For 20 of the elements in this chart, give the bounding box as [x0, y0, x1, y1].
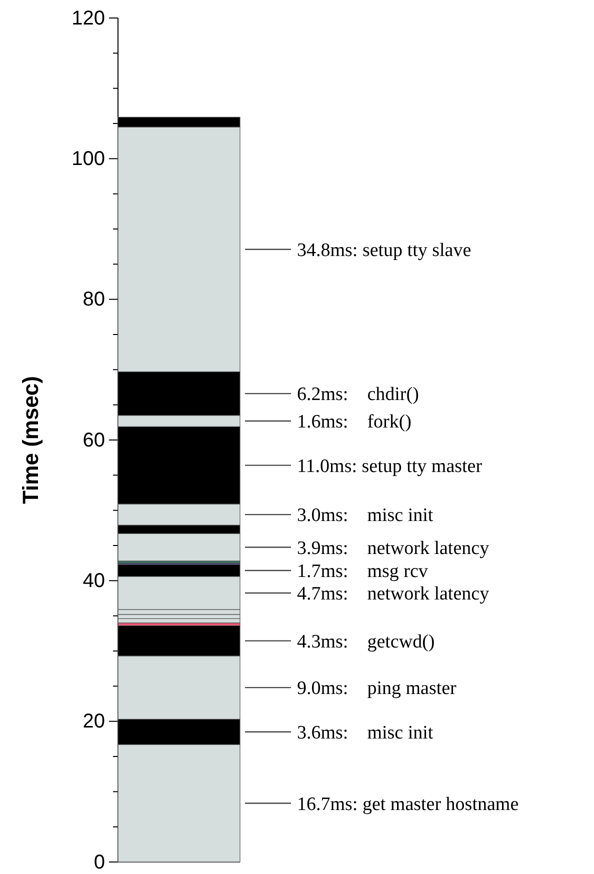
y-axis-title: Time (msec) [18, 376, 43, 504]
text: 3.0ms: misc init [297, 505, 434, 526]
text: 9.0ms: ping master [297, 678, 456, 700]
y-tick-label: 100 [72, 148, 105, 170]
y-tick-label: 0 [94, 851, 105, 874]
text: 34.8ms: setup tty slave [297, 240, 472, 262]
y-tick-label: 20 [82, 710, 105, 733]
y-tick-label: 120 [72, 7, 105, 30]
y-tick-label: 40 [82, 570, 105, 592]
y-tick-label: 60 [82, 429, 105, 452]
text: 1.6ms: fork() [297, 412, 412, 433]
text: 4.3ms: getcwd() [297, 631, 435, 652]
y-tick-label: 80 [82, 288, 105, 311]
text: 3.9ms: network latency [297, 538, 490, 559]
text: 4.7ms: network latency [297, 584, 490, 605]
text: 1.7ms: msg rcv [297, 561, 428, 582]
text: 6.2ms: chdir() [297, 384, 419, 406]
text: 16.7ms: get master hostname [297, 794, 519, 815]
text: 3.6ms: misc init [297, 722, 434, 744]
text: 11.0ms: setup tty master [297, 456, 482, 477]
